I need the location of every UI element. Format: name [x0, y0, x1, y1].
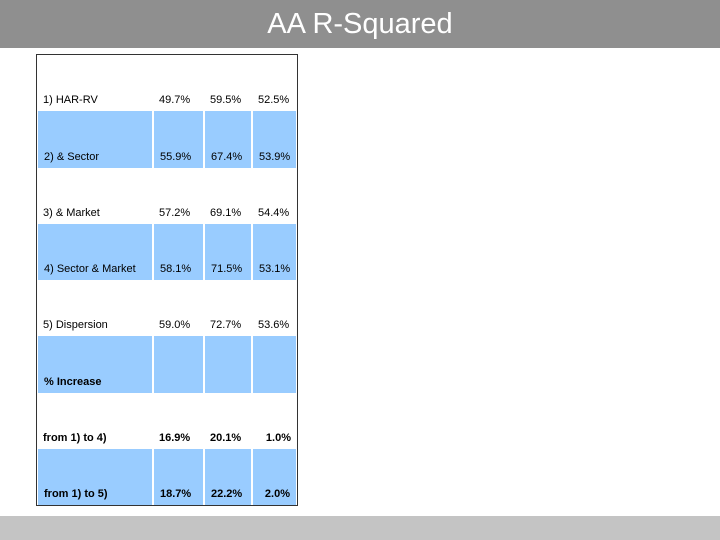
cell-text: from 1) to 4) [43, 431, 107, 444]
table-cell: 54.4% [252, 168, 297, 224]
cell-text: 53.9% [259, 150, 291, 163]
table-cell [204, 336, 252, 393]
table-row: 2) & Sector 55.9% 67.4% 53.9% [37, 111, 297, 168]
table-cell: 22.2% [204, 448, 252, 505]
table-cell: 1.0% [252, 393, 297, 449]
table-cell: 4) Sector & Market [37, 223, 153, 280]
table-row: 5) Dispersion 59.0% 72.7% 53.6% [37, 280, 297, 336]
table-cell: 16.9% [153, 393, 204, 449]
table-cell: 58.1% [153, 223, 204, 280]
table-cell: 53.1% [252, 223, 297, 280]
cell-text: 55.9% [160, 150, 192, 163]
table-cell: % Increase [37, 336, 153, 393]
table-cell: 2) & Sector [37, 111, 153, 168]
table-cell: 18.7% [153, 448, 204, 505]
table-cell: 57.2% [153, 168, 204, 224]
table-cell: 69.1% [204, 168, 252, 224]
cell-text: 72.7% [210, 319, 242, 332]
cell-text: 67.4% [211, 150, 243, 163]
cell-text: 1) HAR-RV [43, 94, 98, 107]
cell-text: 71.5% [211, 263, 243, 275]
table-cell: from 1) to 5) [37, 448, 153, 505]
table-cell: 59.5% [204, 55, 252, 111]
cell-text: % Increase [44, 375, 102, 388]
table-cell: 5) Dispersion [37, 280, 153, 336]
results-table: 1) HAR-RV 49.7% 59.5% 52.5% 2) & Sector 55.9%… [36, 54, 298, 506]
slide-title: AA R-Squared [267, 8, 453, 40]
cell-text: 5) Dispersion [43, 319, 108, 332]
table-row: 1) HAR-RV 49.7% 59.5% 52.5% [37, 55, 297, 111]
table-cell: 3) & Market [37, 168, 153, 224]
table-cell: 2.0% [252, 448, 297, 505]
cell-text: 18.7% [160, 488, 192, 500]
cell-text: 49.7% [159, 94, 191, 107]
table-cell: 72.7% [204, 280, 252, 336]
table-cell: 49.7% [153, 55, 204, 111]
cell-text: 53.1% [259, 263, 291, 275]
table-cell: 53.9% [252, 111, 297, 168]
table-cell [252, 336, 297, 393]
cell-text: 58.1% [160, 263, 192, 275]
table-cell [153, 336, 204, 393]
cell-text: 3) & Market [43, 206, 100, 219]
cell-text: 59.0% [159, 319, 191, 332]
cell-text: 53.6% [258, 319, 290, 332]
footer-bar [0, 516, 720, 540]
table-row: % Increase [37, 336, 297, 393]
table-cell: 67.4% [204, 111, 252, 168]
table-row: 4) Sector & Market 58.1% 71.5% 53.1% [37, 223, 297, 280]
cell-text: 2.0% [264, 488, 290, 500]
cell-text: from 1) to 5) [44, 488, 108, 500]
cell-text: 1.0% [265, 431, 291, 444]
table-cell: 59.0% [153, 280, 204, 336]
table-row: 3) & Market 57.2% 69.1% 54.4% [37, 168, 297, 224]
table-row: from 1) to 5) 18.7% 22.2% 2.0% [37, 448, 297, 505]
table-cell: 52.5% [252, 55, 297, 111]
cell-text: 16.9% [159, 431, 191, 444]
cell-text: 54.4% [258, 206, 290, 219]
cell-text: 4) Sector & Market [44, 263, 136, 275]
table-cell: 71.5% [204, 223, 252, 280]
table-cell: 53.6% [252, 280, 297, 336]
table-cell: 20.1% [204, 393, 252, 449]
cell-text: 20.1% [210, 431, 242, 444]
table-cell: 55.9% [153, 111, 204, 168]
cell-text: 59.5% [210, 94, 242, 107]
cell-text: 22.2% [211, 488, 243, 500]
table-row: from 1) to 4) 16.9% 20.1% 1.0% [37, 393, 297, 449]
cell-text: 52.5% [258, 94, 290, 107]
cell-text: 2) & Sector [44, 150, 100, 163]
cell-text: 69.1% [210, 206, 242, 219]
table-cell: from 1) to 4) [37, 393, 153, 449]
title-bar [0, 0, 720, 48]
table-cell: 1) HAR-RV [37, 55, 153, 111]
cell-text: 57.2% [159, 206, 191, 219]
